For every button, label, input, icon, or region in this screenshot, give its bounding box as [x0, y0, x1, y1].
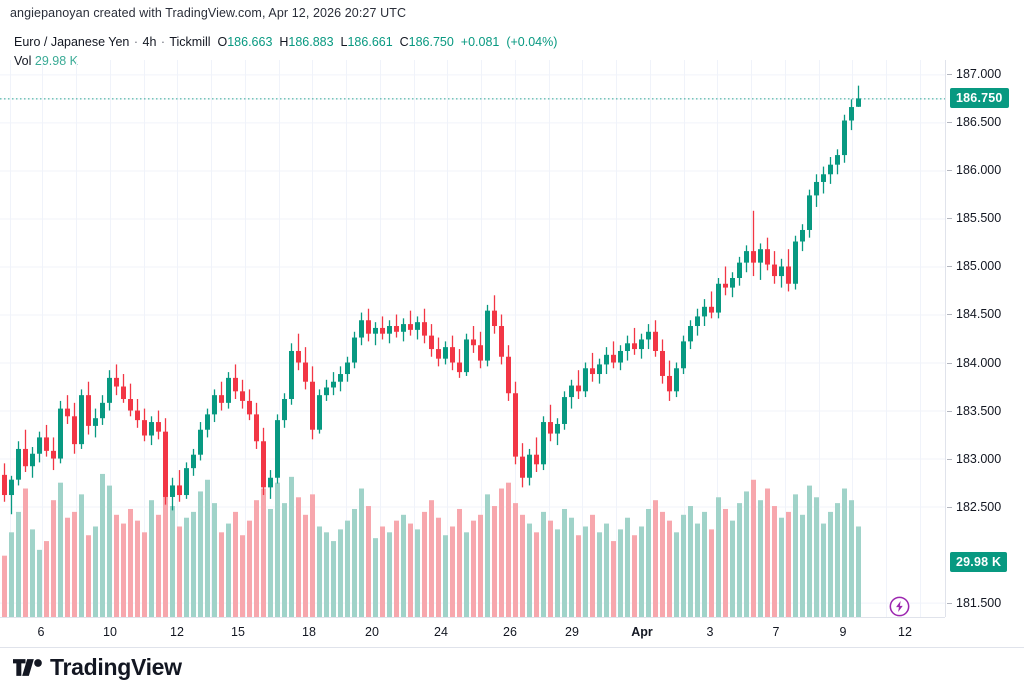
time-axis-separator [0, 647, 1024, 648]
time-axis-tick-label: 12 [898, 625, 912, 639]
price-axis-tick: 181.500 [947, 595, 1002, 610]
price-axis-tick-label: 182.500 [956, 499, 1002, 514]
legend-exchange[interactable]: Tickmill [169, 35, 211, 49]
time-axis[interactable]: 6 10 12 15 18 20 24 26 29 Apr 3 7 9 12 [0, 617, 945, 648]
price-axis-tick-label: 181.500 [956, 595, 1002, 610]
tick-dash [947, 602, 952, 604]
legend-low-label: L [340, 35, 348, 49]
current-price-badge[interactable]: 186.750 [950, 88, 1009, 109]
tradingview-wordmark: TradingView [50, 654, 182, 680]
chart-legend: Euro / Japanese Yen · 4h · Tickmill O186… [14, 33, 557, 70]
price-axis-tick: 184.500 [947, 307, 1002, 322]
volume-badge[interactable]: 29.98 K [950, 552, 1008, 572]
price-axis-tick-label: 184.000 [956, 355, 1002, 370]
legend-change-percent: (+0.04%) [506, 35, 558, 49]
time-axis-tick-label: 6 [37, 625, 45, 639]
legend-low-value: 186.661 [347, 35, 393, 49]
time-axis-tick-label: 29 [565, 625, 579, 639]
price-axis-tick-label: 183.500 [956, 403, 1002, 418]
time-axis-tick-label: Apr [631, 625, 653, 639]
price-axis-tick: 185.500 [947, 211, 1002, 226]
price-axis-tick-label: 184.500 [956, 307, 1002, 322]
price-axis-tick: 184.000 [947, 355, 1002, 370]
chart-plot-area[interactable] [0, 60, 945, 617]
legend-volume-row: Vol 29.98 K [14, 52, 557, 70]
time-axis-tick-label: 10 [103, 625, 117, 639]
legend-separator-2: · [160, 35, 166, 49]
tick-dash [947, 170, 952, 172]
price-axis[interactable]: 187.000 186.500 186.000 185.500 185.000 184.5… [945, 60, 1024, 617]
legend-volume-value: 29.98 K [34, 54, 78, 68]
price-axis-tick-label: 187.000 [956, 67, 1002, 82]
legend-high-value: 186.883 [288, 35, 334, 49]
price-axis-tick: 187.000 [947, 67, 1002, 82]
time-axis-tick-label: 24 [434, 625, 448, 639]
legend-close-value: 186.750 [408, 35, 454, 49]
price-axis-tick: 186.500 [947, 115, 1002, 130]
attribution-text: angiepanoyan created with TradingView.co… [10, 6, 407, 20]
tick-dash [947, 122, 952, 124]
price-axis-tick: 183.000 [947, 451, 1002, 466]
time-axis-tick-label: 18 [302, 625, 316, 639]
price-axis-tick: 186.000 [947, 163, 1002, 178]
legend-open-label: O [217, 35, 228, 49]
legend-interval[interactable]: 4h [142, 35, 157, 49]
tick-dash [947, 458, 952, 460]
time-axis-tick-label: 9 [839, 625, 847, 639]
tick-dash [947, 410, 952, 412]
legend-change: +0.081 [460, 35, 500, 49]
tick-dash [947, 218, 952, 220]
price-axis-tick: 185.000 [947, 259, 1002, 274]
price-axis-tick-label: 186.500 [956, 115, 1002, 130]
price-axis-tick-label: 185.500 [956, 211, 1002, 226]
legend-close-label: C [399, 35, 409, 49]
legend-volume-label: Vol [14, 54, 32, 68]
time-axis-tick-label: 7 [772, 625, 780, 639]
candlestick-series [2, 85, 861, 617]
time-axis-tick-label: 12 [170, 625, 184, 639]
time-axis-tick-label: 15 [231, 625, 245, 639]
lightning-bolt-icon[interactable] [889, 596, 910, 617]
tick-dash [947, 506, 952, 508]
time-axis-tick-label: 20 [365, 625, 379, 639]
price-axis-tick: 183.500 [947, 403, 1002, 418]
time-axis-tick-label: 3 [706, 625, 714, 639]
legend-open-value: 186.663 [227, 35, 273, 49]
tradingview-logo: TradingView [13, 654, 182, 681]
legend-separator-1: · [133, 35, 139, 49]
tradingview-mark-icon [13, 659, 42, 676]
price-axis-tick-label: 183.000 [956, 451, 1002, 466]
tick-dash [947, 266, 952, 268]
legend-symbol[interactable]: Euro / Japanese Yen [14, 35, 130, 49]
legend-high-label: H [279, 35, 289, 49]
tick-dash [947, 74, 952, 76]
price-axis-tick-label: 186.000 [956, 163, 1002, 178]
tick-dash [947, 362, 952, 364]
price-axis-tick-label: 185.000 [956, 259, 1002, 274]
tick-dash [947, 314, 952, 316]
price-axis-tick: 182.500 [947, 499, 1002, 514]
time-axis-tick-label: 26 [503, 625, 517, 639]
